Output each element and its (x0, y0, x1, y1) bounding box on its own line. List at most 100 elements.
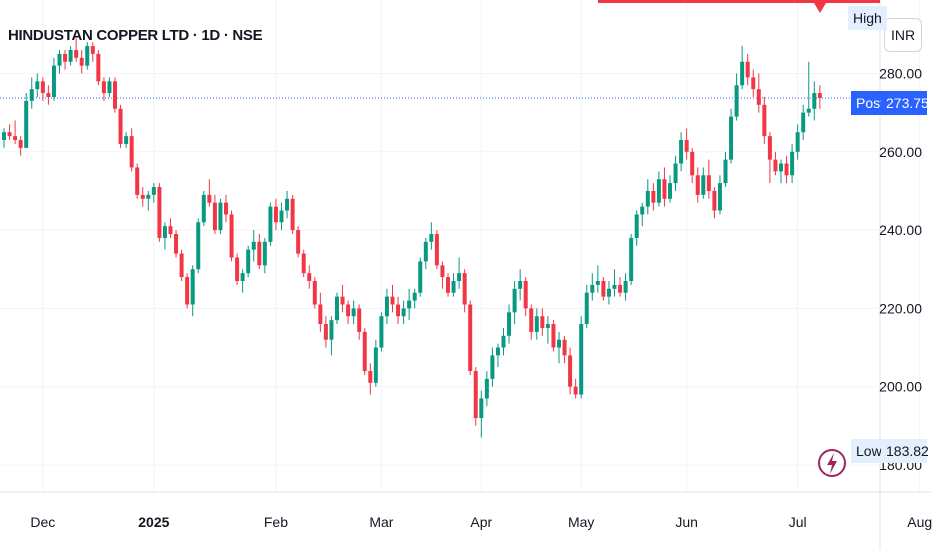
candle-body (568, 355, 573, 387)
candle-body (240, 273, 245, 281)
candle-body (196, 222, 201, 270)
candle-body (562, 339, 567, 356)
candle-body (257, 241, 262, 266)
candle-body (140, 194, 145, 199)
candle-body (434, 234, 439, 266)
top-alert-marker (814, 3, 826, 13)
candle-body (390, 296, 395, 305)
candle-body (651, 190, 656, 203)
candle-body (717, 183, 722, 211)
candle-body (734, 85, 739, 117)
candle-body (629, 237, 634, 281)
candle-body (679, 140, 684, 164)
candle-body (612, 284, 617, 289)
low-price-tag: 183.82 (881, 439, 929, 463)
candle-body (545, 324, 550, 328)
candle-body (18, 140, 23, 148)
candle-body (379, 316, 384, 348)
low-label-tag: Low (851, 439, 887, 463)
candle-body (351, 308, 356, 317)
candle-body (557, 339, 561, 348)
candle-body (13, 136, 18, 141)
candle-body (518, 280, 523, 289)
candle-body (201, 194, 206, 223)
candle-body (668, 183, 672, 199)
candle-body (368, 371, 373, 383)
candle-body (174, 234, 179, 254)
candle-body (63, 53, 68, 62)
candle-body (690, 151, 695, 176)
candle-body (412, 292, 417, 301)
candle-body (423, 241, 428, 262)
lightning-bolt-icon[interactable] (816, 444, 848, 482)
candle-body (262, 241, 267, 266)
candle-body (712, 190, 717, 211)
candle-body (79, 57, 84, 66)
candle-body (7, 132, 12, 137)
candle-body (157, 187, 162, 238)
time-tick-label: Feb (264, 514, 288, 530)
time-tick-label: Jul (789, 514, 807, 530)
candle-body (329, 320, 334, 340)
candle-body (118, 108, 123, 144)
candle-body (146, 194, 151, 199)
candle-body (29, 89, 34, 101)
candle-body (229, 214, 234, 258)
candle-body (207, 194, 212, 203)
candle-body (484, 378, 489, 399)
candle-body (407, 300, 412, 309)
candle-body (396, 304, 401, 317)
candle-body (2, 132, 6, 141)
candle-body (85, 46, 90, 66)
candle-body (495, 347, 500, 356)
candle-body (462, 273, 467, 305)
candle-body (212, 202, 217, 231)
candle-body (751, 77, 756, 90)
candle-body (784, 163, 789, 176)
candle-body (501, 335, 506, 348)
currency-button[interactable]: INR (884, 18, 922, 52)
top-alert-bar (598, 0, 880, 3)
candle-body (723, 159, 728, 184)
candle-body (101, 81, 106, 94)
candle-body (623, 280, 628, 293)
symbol-title: HINDUSTAN COPPER LTD · 1D · NSE (8, 27, 263, 44)
candle-body (246, 249, 251, 274)
candle-body (590, 284, 595, 293)
candle-body (296, 230, 301, 254)
candle-body (168, 226, 173, 235)
candle-body (812, 93, 817, 109)
candle-body (362, 331, 367, 372)
candle-body (656, 179, 661, 203)
candle-body (695, 175, 700, 195)
time-tick-label: Jun (675, 514, 698, 530)
time-tick-label: Dec (30, 514, 55, 530)
candle-body (285, 198, 290, 211)
candle-body (268, 206, 273, 242)
price-tick-label: 200.00 (879, 379, 922, 395)
candle-body (107, 81, 112, 94)
candle-body (273, 206, 278, 223)
price-tick-label: 220.00 (879, 300, 922, 316)
candle-body (35, 81, 40, 90)
candle-body (640, 206, 645, 215)
candle-body (790, 151, 795, 176)
candle-body (529, 308, 534, 332)
candle-body (74, 50, 79, 58)
candle-body (340, 296, 345, 305)
candle-body (124, 136, 129, 144)
candle-body (179, 253, 184, 278)
candle-body (135, 167, 140, 195)
candle-body (512, 288, 517, 313)
time-tick-label: May (568, 514, 594, 530)
candle-body (68, 50, 73, 62)
candle-body (418, 261, 423, 293)
candle-body (162, 226, 167, 238)
candle-body (290, 198, 295, 231)
candle-body (346, 304, 351, 317)
candle-body (373, 347, 378, 383)
candle-body (218, 202, 223, 231)
candle-body (795, 132, 800, 152)
candle-body (446, 277, 450, 293)
